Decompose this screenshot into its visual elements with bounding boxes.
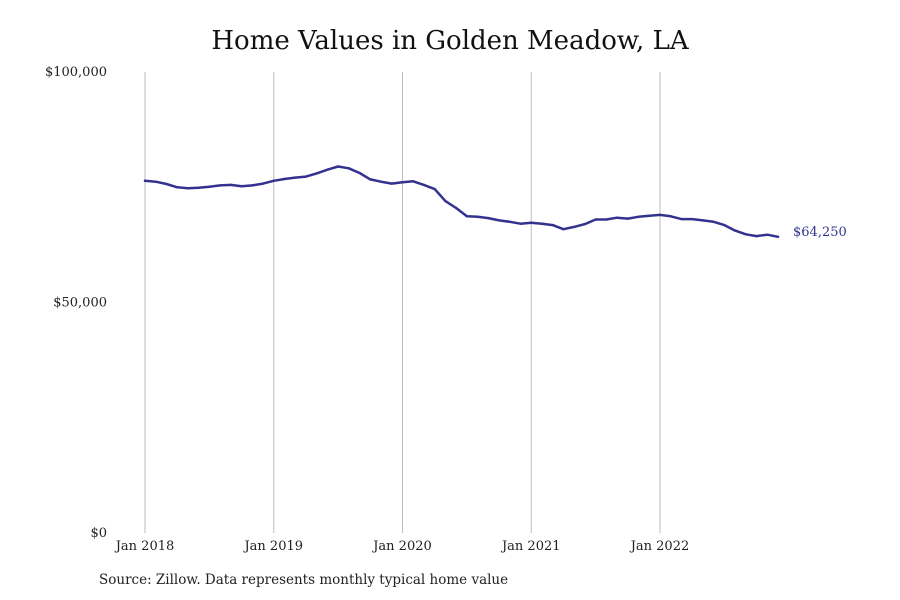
source-note: Source: Zillow. Data represents monthly …	[99, 572, 509, 588]
data-point	[648, 214, 651, 218]
y-tick-label: $0	[90, 526, 107, 541]
series-line	[143, 165, 780, 239]
x-axis-ticks: Jan 2018 Jan 2019 Jan 2020 Jan 2021 Jan 2022	[114, 539, 690, 554]
data-point	[605, 218, 608, 221]
chart-title: Home Values in Golden Meadow, LA	[211, 26, 689, 56]
data-point	[208, 185, 211, 188]
data-point	[487, 216, 490, 220]
data-point	[315, 172, 318, 175]
data-point	[701, 219, 705, 222]
data-point	[347, 167, 351, 170]
data-point	[422, 183, 426, 187]
data-point	[143, 179, 147, 182]
data-point	[658, 213, 662, 217]
data-point	[412, 180, 415, 183]
data-point	[562, 228, 565, 231]
data-point	[465, 215, 469, 218]
data-point	[197, 186, 200, 189]
data-point	[379, 180, 383, 183]
data-point	[454, 206, 458, 210]
data-point	[637, 215, 640, 218]
y-tick-label: $100,000	[45, 65, 107, 80]
data-point	[594, 218, 597, 221]
data-point	[690, 217, 694, 221]
data-point	[723, 223, 726, 227]
data-point	[733, 229, 737, 232]
data-point	[744, 233, 748, 236]
data-point	[304, 175, 308, 178]
data-point	[572, 225, 576, 229]
data-point	[326, 168, 329, 171]
data-point	[583, 222, 587, 226]
data-point	[165, 182, 168, 186]
data-point	[336, 165, 340, 168]
data-point	[358, 171, 361, 175]
data-point	[390, 182, 393, 185]
data-point	[540, 222, 544, 225]
data-point	[294, 176, 297, 179]
gridlines	[144, 72, 661, 533]
data-point	[154, 180, 157, 183]
data-point	[530, 221, 533, 224]
x-tick-label: Jan 2021	[500, 539, 561, 554]
y-axis-ticks: $0 $50,000 $100,000	[45, 65, 107, 541]
y-tick-label: $50,000	[53, 296, 107, 311]
data-point	[626, 217, 629, 220]
data-point	[261, 182, 265, 185]
data-point	[712, 220, 715, 224]
data-point	[186, 186, 190, 190]
data-point	[615, 216, 619, 219]
data-point	[369, 178, 372, 181]
data-point	[240, 185, 243, 188]
end-value-label: $64,250	[793, 225, 847, 240]
data-point	[519, 222, 522, 225]
data-point	[776, 235, 780, 239]
data-point	[433, 187, 436, 191]
data-point	[680, 217, 683, 221]
data-point	[508, 220, 511, 224]
data-point	[251, 184, 254, 187]
data-point	[669, 215, 672, 218]
data-point	[283, 177, 286, 181]
data-point	[272, 179, 275, 182]
data-point	[551, 223, 554, 227]
series-layer: $64,250	[143, 165, 847, 240]
x-tick-label: Jan 2022	[629, 539, 690, 554]
data-point	[755, 234, 758, 238]
data-point	[476, 215, 479, 218]
x-tick-label: Jan 2020	[371, 539, 432, 554]
data-point	[497, 219, 501, 222]
data-point	[175, 186, 179, 189]
data-point	[444, 199, 447, 203]
x-tick-label: Jan 2019	[242, 539, 303, 554]
data-point	[766, 233, 769, 236]
x-tick-label: Jan 2018	[114, 539, 175, 554]
data-point	[218, 184, 222, 187]
data-point	[229, 183, 233, 187]
data-point	[401, 180, 404, 184]
